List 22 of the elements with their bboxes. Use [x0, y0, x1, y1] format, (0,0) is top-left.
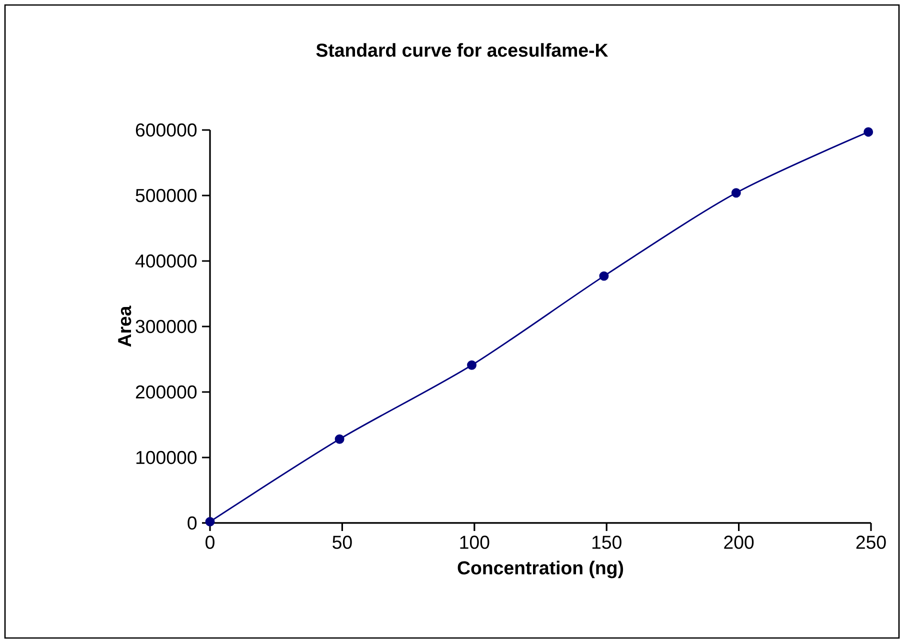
x-tick-label: 150 [592, 536, 622, 549]
point [599, 271, 609, 281]
x-tick-label: 100 [460, 536, 490, 549]
x-tick-label: 0 [206, 536, 214, 549]
point [864, 127, 874, 137]
chart-title: Standard curve for acesulfame-K [316, 43, 608, 57]
y-tick-label: 500000 [136, 188, 197, 202]
y-tick-label: 300000 [136, 320, 197, 334]
y-tick-label: 200000 [136, 385, 197, 399]
y-tick-label: 0 [188, 516, 197, 530]
x-tick-label: 250 [856, 536, 886, 549]
y-tick-label: 400000 [135, 254, 197, 268]
point [731, 188, 741, 198]
y-tick-label: 600000 [136, 123, 197, 137]
point [334, 434, 344, 444]
y-axis-title: Area [118, 306, 132, 347]
point [467, 360, 476, 370]
point [205, 516, 215, 526]
x-tick-label: 50 [332, 536, 352, 549]
x-tick-label: 200 [724, 536, 754, 549]
y-tick-label: 100000 [136, 450, 197, 464]
x-axis-title: Concentration (ng) [458, 560, 624, 578]
